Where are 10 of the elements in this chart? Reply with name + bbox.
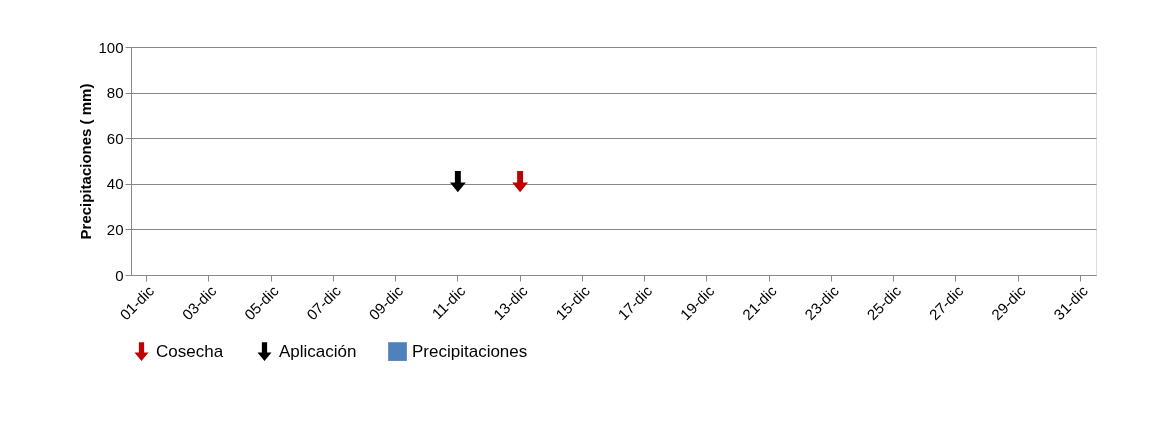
y-tick-label: 100 <box>98 38 124 56</box>
legend-label: Aplicación <box>279 341 357 361</box>
legend-label: Cosecha <box>156 341 224 361</box>
y-tick-label: 0 <box>115 266 124 284</box>
y-tick-label: 20 <box>106 220 124 238</box>
legend-label: Precipitaciones <box>412 341 528 361</box>
y-axis-title: Precipitaciones ( mm) <box>77 83 95 240</box>
y-tick-label: 40 <box>106 175 124 193</box>
y-tick-label: 80 <box>106 84 124 102</box>
y-tick-label: 60 <box>106 129 124 147</box>
